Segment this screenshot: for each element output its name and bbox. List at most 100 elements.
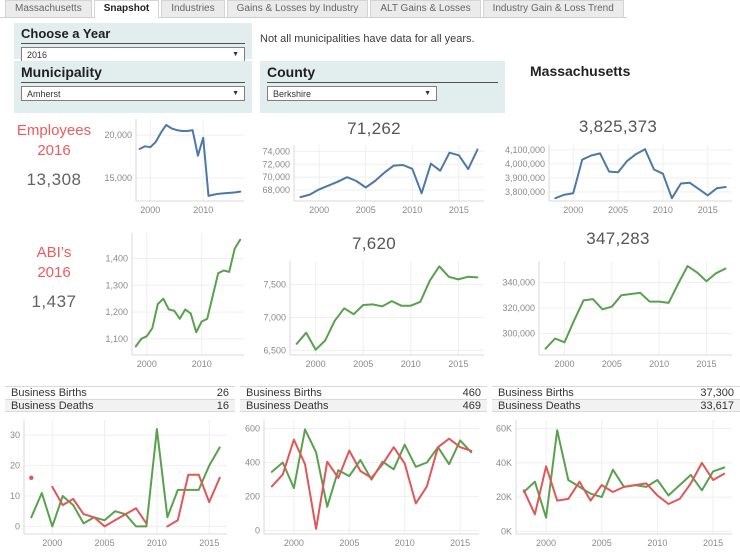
svg-text:2010: 2010 — [193, 205, 213, 215]
deaths-row-value: 16 — [216, 400, 229, 412]
employees-municipality-value: 13,308 — [26, 170, 82, 189]
table-row[interactable]: Business Deaths 16 — [5, 399, 235, 412]
svg-text:68,000: 68,000 — [262, 185, 290, 195]
svg-text:2010: 2010 — [395, 538, 415, 548]
year-dropdown[interactable]: 2016 ▼ — [21, 47, 245, 62]
deaths-row-value: 469 — [462, 400, 481, 412]
svg-text:20,000: 20,000 — [104, 130, 132, 140]
county-births-deaths-table: Business Births 460 Business Deaths 469 — [240, 386, 487, 412]
svg-text:20: 20 — [10, 461, 20, 471]
svg-text:2015: 2015 — [450, 538, 470, 548]
employees-year: 2016 — [37, 142, 71, 159]
table-row[interactable]: Business Births 37,300 — [492, 386, 740, 399]
deaths-row-label: Business Deaths — [11, 400, 94, 412]
svg-text:2010: 2010 — [649, 359, 669, 369]
svg-text:1,200: 1,200 — [105, 307, 128, 317]
svg-text:2010: 2010 — [653, 205, 673, 215]
svg-text:2010: 2010 — [147, 538, 167, 548]
svg-text:2000: 2000 — [536, 538, 556, 548]
tab-industries[interactable]: Industries — [161, 0, 225, 17]
state-births-deaths-table: Business Births 37,300 Business Deaths 3… — [492, 386, 740, 412]
employees-state-value: 3,825,373 — [578, 117, 658, 136]
births-row-label: Business Births — [498, 387, 574, 399]
caret-down-icon: ▼ — [232, 51, 239, 58]
abi-year: 2016 — [37, 264, 71, 281]
employees-county-value: 71,262 — [347, 119, 401, 138]
tab-snapshot[interactable]: Snapshot — [93, 0, 160, 18]
svg-text:3,800,000: 3,800,000 — [505, 187, 545, 197]
table-row[interactable]: Business Deaths 469 — [240, 399, 487, 412]
svg-text:2005: 2005 — [356, 205, 376, 215]
svg-text:3,900,000: 3,900,000 — [505, 173, 545, 183]
tab-massachusetts[interactable]: Massachusetts — [5, 0, 92, 17]
year-dropdown-value: 2016 — [27, 49, 48, 60]
year-filter-title: Choose a Year — [21, 26, 245, 44]
county-dropdown-value: Berkshire — [273, 88, 312, 99]
svg-text:7,500: 7,500 — [263, 280, 286, 290]
svg-text:1,400: 1,400 — [105, 253, 128, 263]
municipality-births-deaths-chart[interactable]: 0 10 20 30 2000 2005 2010 2015 — [5, 415, 235, 551]
state-births-deaths-chart[interactable]: 0K 20K 40K 60K 2000 2005 2010 2015 — [492, 415, 740, 551]
svg-text:15,000: 15,000 — [104, 173, 132, 183]
municipality-filter-title: Municipality — [21, 64, 245, 83]
abi-municipality-value: 1,437 — [31, 292, 77, 311]
svg-text:2010: 2010 — [402, 205, 422, 215]
municipality-dropdown[interactable]: Amherst ▼ — [21, 86, 245, 101]
abi-label: ABI’s — [36, 244, 72, 261]
municipality-filter-card: Municipality Amherst ▼ — [14, 61, 252, 113]
abi-county-chart[interactable]: 6,500 7,000 7,500 2000 2005 2010 2015 — [256, 256, 492, 372]
svg-text:2005: 2005 — [602, 359, 622, 369]
svg-text:2010: 2010 — [647, 538, 667, 548]
abi-county-value: 7,620 — [351, 234, 397, 253]
county-dropdown[interactable]: Berkshire ▼ — [267, 86, 437, 101]
svg-text:4,000,000: 4,000,000 — [505, 159, 545, 169]
svg-text:60K: 60K — [496, 424, 512, 434]
svg-text:2015: 2015 — [199, 538, 219, 548]
table-row[interactable]: Business Births 26 — [5, 386, 235, 399]
employees-label: Employees — [16, 122, 92, 139]
table-row[interactable]: Business Births 460 — [240, 386, 487, 399]
svg-text:72,000: 72,000 — [262, 159, 290, 169]
employees-state-chart[interactable]: 3,800,000 3,900,000 4,000,000 4,100,000 2000… — [496, 140, 740, 218]
abi-state-chart[interactable]: 300,000 320,000 340,000 2000 2005 2010 2015 — [496, 256, 740, 372]
svg-text:10: 10 — [10, 491, 20, 501]
abi-state-value: 347,283 — [586, 229, 650, 248]
svg-text:200: 200 — [245, 492, 260, 502]
svg-text:0: 0 — [255, 526, 260, 536]
svg-text:2015: 2015 — [696, 359, 716, 369]
svg-text:2015: 2015 — [703, 538, 723, 548]
svg-text:2000: 2000 — [563, 205, 583, 215]
table-row[interactable]: Business Deaths 33,617 — [492, 399, 740, 412]
svg-text:2000: 2000 — [137, 359, 157, 369]
svg-text:0: 0 — [15, 521, 20, 531]
deaths-row-value: 33,617 — [700, 400, 734, 412]
svg-text:2000: 2000 — [140, 205, 160, 215]
deaths-row-label: Business Deaths — [246, 400, 329, 412]
state-column-title: Massachusetts — [530, 63, 631, 79]
svg-text:2000: 2000 — [42, 538, 62, 548]
svg-text:2015: 2015 — [449, 205, 469, 215]
employees-county-chart[interactable]: 68,000 70,000 72,000 74,000 2000 2005 2010 2015 — [256, 140, 492, 218]
svg-text:2005: 2005 — [95, 538, 115, 548]
tab-bar: Massachusetts Snapshot Industries Gains … — [0, 0, 627, 18]
abi-municipality-chart[interactable]: 1,100 1,200 1,300 1,400 2000 2010 — [98, 228, 252, 372]
caret-down-icon: ▼ — [424, 90, 431, 97]
svg-text:2015: 2015 — [698, 205, 718, 215]
svg-text:74,000: 74,000 — [262, 146, 290, 156]
tab-industry-gain-loss-trend[interactable]: Industry Gain & Loss Trend — [482, 0, 624, 17]
svg-text:1,100: 1,100 — [105, 334, 128, 344]
svg-text:30: 30 — [10, 430, 20, 440]
deaths-row-label: Business Deaths — [498, 400, 581, 412]
svg-text:340,000: 340,000 — [502, 278, 535, 288]
svg-text:4,100,000: 4,100,000 — [505, 145, 545, 155]
tab-gains-losses-by-industry[interactable]: Gains & Losses by Industry — [226, 0, 369, 17]
svg-text:0K: 0K — [501, 526, 512, 536]
svg-text:2000: 2000 — [306, 359, 326, 369]
employees-municipality-chart[interactable]: 15,000 20,000 2000 2010 — [98, 114, 252, 218]
svg-text:2000: 2000 — [284, 538, 304, 548]
svg-text:2005: 2005 — [592, 538, 612, 548]
svg-text:2010: 2010 — [192, 359, 212, 369]
tab-alt-gains-losses[interactable]: ALT Gains & Losses — [370, 0, 481, 17]
births-row-value: 26 — [216, 387, 229, 399]
county-births-deaths-chart[interactable]: 0 200 400 600 2000 2005 2010 2015 — [240, 415, 487, 551]
